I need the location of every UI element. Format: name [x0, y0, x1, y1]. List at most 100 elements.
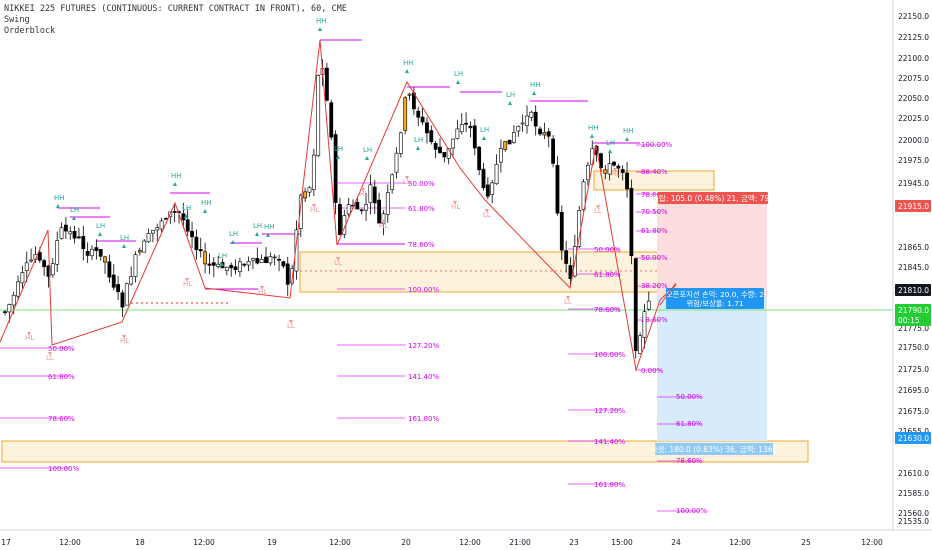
swing-low-marker	[48, 352, 52, 356]
swing-high-label: HH	[403, 59, 414, 67]
price-badge	[895, 304, 931, 316]
swing-high-label: LH	[363, 146, 372, 154]
candle-body	[68, 231, 73, 235]
candle-body	[264, 256, 268, 264]
swing-low-label: LL	[287, 322, 295, 330]
time-tick: 12:00	[861, 538, 883, 547]
time-tick: 19	[267, 538, 277, 547]
candle-body	[459, 124, 464, 133]
swing-high-marker	[405, 69, 409, 73]
swing-low-label: LL	[594, 207, 602, 215]
candle-body	[333, 134, 338, 203]
candle-body	[381, 213, 386, 225]
fib-label-right: 0.00%	[641, 367, 664, 375]
swing-low-marker	[260, 286, 264, 290]
fib-label-mid: 141.40%	[408, 373, 439, 381]
candle-body	[24, 262, 29, 271]
price-tick: 22050.0	[898, 94, 929, 103]
stop-label: 스탑: 105.0 (0.48%) 21, 금액: 790	[652, 193, 774, 203]
swing-low-marker	[185, 278, 189, 282]
fib-label-right: 100.00%	[676, 507, 707, 515]
candle-body	[581, 181, 586, 210]
swing-high-label: HH	[530, 81, 541, 89]
candle-body	[246, 261, 251, 266]
candle-body	[42, 260, 47, 268]
fib-label-right: 50.00%	[676, 393, 703, 401]
swing-low-label: LL	[334, 259, 342, 267]
candle-body	[72, 230, 77, 239]
candle-body	[403, 97, 408, 131]
price-badge-label: 00:15	[898, 316, 920, 325]
price-tick: 21695.0	[898, 386, 929, 395]
candle-body	[472, 125, 477, 149]
swing-high-label: LH	[480, 126, 489, 134]
candle-body	[185, 219, 190, 232]
candle-body	[446, 148, 451, 159]
fib-label-mid: 100.00%	[408, 286, 439, 294]
swing-high-label: LH	[606, 139, 615, 147]
candle-body	[155, 227, 160, 231]
candle-body	[177, 211, 181, 214]
price-badge	[895, 314, 931, 326]
price-tick: 21750.0	[898, 343, 929, 352]
swing-low-label: HL	[310, 206, 319, 214]
indicator-orderblock[interactable]: Orderblock	[4, 26, 56, 36]
price-tick: 21535.0	[898, 517, 929, 526]
price-tick: 22075.0	[898, 74, 929, 83]
fib-label-mid: 161.80%	[408, 415, 439, 423]
time-tick: 24	[671, 538, 681, 547]
fib-label-mid2: 127.20%	[594, 407, 625, 415]
candle-body	[629, 187, 634, 257]
candle-body	[385, 192, 390, 215]
candles-layer	[3, 59, 651, 359]
swing-high-marker	[203, 209, 207, 213]
price-tick: 21775.0	[898, 324, 929, 333]
swing-high-label: HH	[201, 199, 212, 207]
swing-high-marker	[255, 232, 259, 236]
candle-body	[429, 130, 434, 142]
candle-body	[464, 122, 469, 125]
fib-label-left: 100.00%	[48, 465, 79, 473]
price-badge-label: 21810.0	[898, 286, 929, 295]
fib-label-right: 78.60%	[641, 191, 668, 199]
indicator-swing[interactable]: Swing	[4, 15, 30, 25]
swing-high-label: HH	[54, 194, 65, 202]
candle-body	[94, 247, 99, 252]
candle-body	[324, 67, 329, 101]
swing-low-marker	[405, 176, 409, 180]
swing-low-label: HL	[120, 337, 129, 345]
candle-body	[625, 172, 629, 190]
target-label-box	[655, 443, 773, 455]
fib-label-mid: 78.60%	[408, 241, 435, 249]
position-info-box	[666, 288, 764, 309]
fib-label-right: 61.80%	[676, 420, 703, 428]
fib-label-right: 78.60%	[676, 457, 703, 465]
swing-low-label: HL	[183, 280, 192, 288]
swing-low-label: LL	[403, 178, 411, 186]
symbol-title: NIKKEI 225 FUTURES (CONTINUOUS: CURRENT …	[4, 4, 347, 14]
candle-body	[498, 148, 503, 163]
candle-body	[146, 232, 151, 243]
swing-high-label: HH	[264, 223, 275, 231]
price-tick: 21585.0	[898, 489, 929, 498]
time-tick: 25	[801, 538, 811, 547]
swing-low-label: LL	[46, 354, 54, 362]
candle-body	[129, 276, 134, 285]
fib-label-right: 38.20%	[641, 282, 668, 290]
candle-body	[298, 194, 303, 229]
candle-body	[268, 256, 273, 264]
candle-body	[64, 224, 68, 232]
swing-high-marker	[365, 156, 369, 160]
candle-body	[638, 335, 643, 354]
swing-high-label: LH	[70, 206, 79, 214]
candle-body	[3, 311, 7, 313]
swing-high-label: LH	[218, 252, 227, 260]
swing-high-label: HH	[316, 17, 327, 25]
price-tick: 22025.0	[898, 114, 929, 123]
candle-body	[551, 138, 556, 164]
price-tick: 22150.0	[898, 12, 929, 21]
candle-body	[277, 259, 281, 261]
candle-body	[98, 249, 103, 257]
